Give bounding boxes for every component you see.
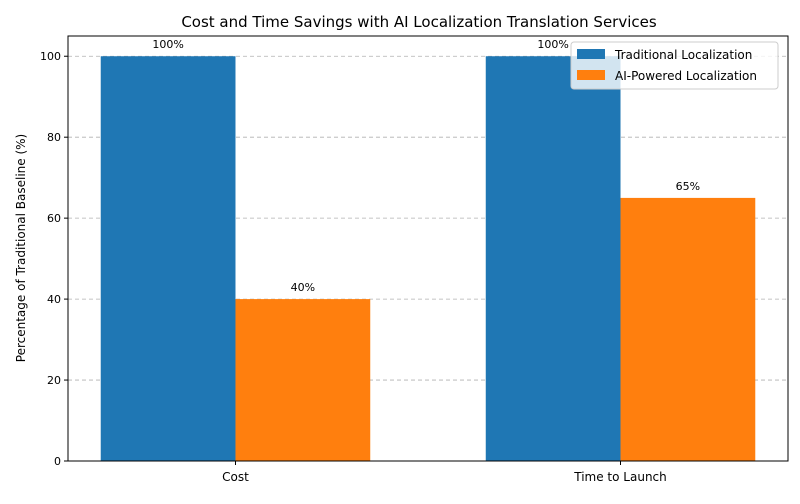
bar — [485, 56, 621, 461]
data-label: 100% — [152, 38, 183, 51]
axes-frame — [67, 35, 789, 462]
y-tick-label: 40 — [47, 293, 61, 306]
legend-label: Traditional Localization — [614, 48, 752, 62]
y-axis-label: Percentage of Traditional Baseline (%) — [14, 134, 28, 362]
legend-swatch — [577, 49, 605, 59]
bar — [235, 299, 371, 461]
data-label: 65% — [676, 180, 700, 193]
x-tick-label: Time to Launch — [573, 470, 667, 484]
bar — [620, 197, 756, 461]
legend-label: AI-Powered Localization — [615, 69, 757, 83]
y-tick-label: 60 — [47, 212, 61, 225]
y-tick-label: 20 — [47, 374, 61, 387]
legend-box — [570, 41, 779, 90]
data-label: 40% — [291, 281, 315, 294]
axes: 0 20 40 60 80 100 Cost Time to Launch — [40, 35, 789, 484]
legend-swatch — [577, 70, 605, 80]
y-tick-label: 0 — [54, 455, 61, 468]
x-tick-label: Cost — [222, 470, 249, 484]
chart-title: Cost and Time Savings with AI Localizati… — [181, 13, 657, 31]
y-tick-label: 100 — [40, 50, 61, 63]
y-tick-label: 80 — [47, 131, 61, 144]
data-label: 100% — [537, 38, 568, 51]
bar — [100, 56, 236, 461]
legend: Traditional Localization AI-Powered Local… — [570, 41, 779, 90]
bars: 100% 100% 40% 65% — [100, 38, 756, 461]
